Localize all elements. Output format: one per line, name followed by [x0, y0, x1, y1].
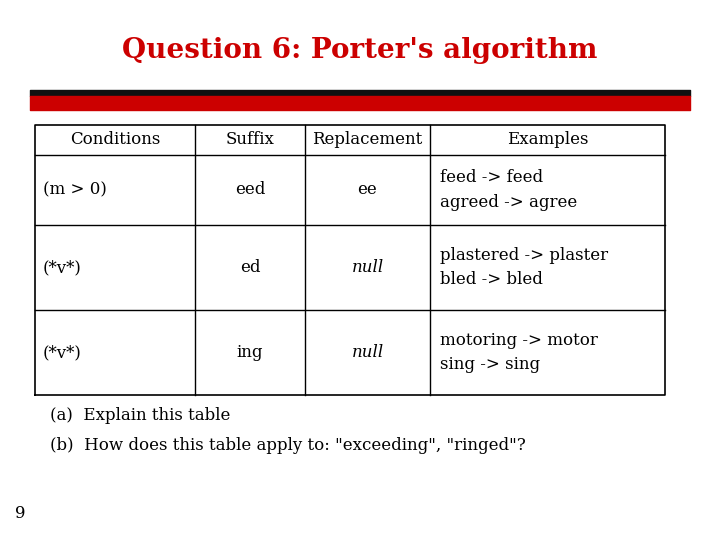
Text: ee: ee — [358, 181, 377, 199]
Text: null: null — [351, 259, 384, 276]
Text: Question 6: Porter's algorithm: Question 6: Porter's algorithm — [122, 37, 598, 64]
Text: (*v*): (*v*) — [43, 259, 82, 276]
Text: ed: ed — [240, 259, 260, 276]
Text: 9: 9 — [15, 505, 25, 522]
Text: null: null — [351, 344, 384, 361]
Text: (m > 0): (m > 0) — [43, 181, 107, 199]
Text: feed -> feed
agreed -> agree: feed -> feed agreed -> agree — [440, 169, 577, 211]
Text: Replacement: Replacement — [312, 132, 423, 148]
Text: (*v*): (*v*) — [43, 344, 82, 361]
Text: plastered -> plaster
bled -> bled: plastered -> plaster bled -> bled — [440, 247, 608, 288]
Text: Examples: Examples — [507, 132, 588, 148]
Text: (b)  How does this table apply to: "exceeding", "ringed"?: (b) How does this table apply to: "excee… — [50, 436, 526, 454]
Text: ing: ing — [237, 344, 264, 361]
Text: eed: eed — [235, 181, 265, 199]
Text: Suffix: Suffix — [225, 132, 274, 148]
Text: Conditions: Conditions — [70, 132, 160, 148]
Text: (a)  Explain this table: (a) Explain this table — [50, 407, 230, 423]
Text: motoring -> motor
sing -> sing: motoring -> motor sing -> sing — [440, 332, 598, 373]
